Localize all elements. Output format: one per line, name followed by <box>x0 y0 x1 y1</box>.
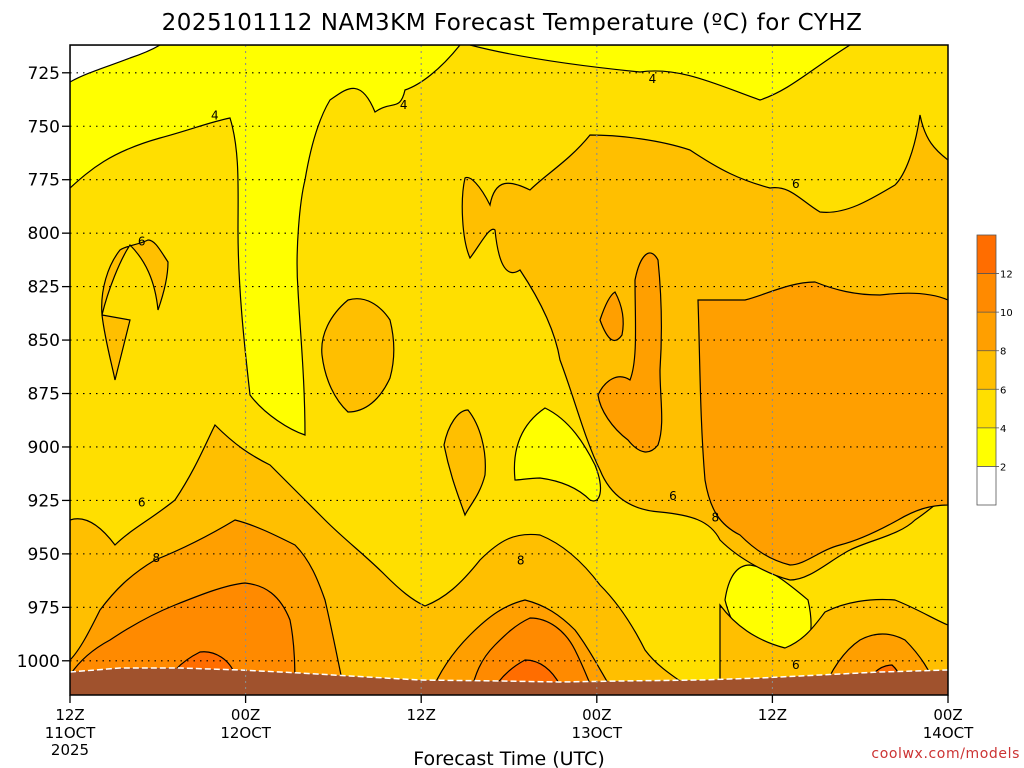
colorbar-swatch-1 <box>977 427 996 467</box>
x-tick-hour-5: 00Z <box>933 706 962 724</box>
band-10-12-center <box>469 617 596 695</box>
surface-ground <box>70 668 948 695</box>
contour-label-5: 6 <box>138 496 146 510</box>
y-tick-label-900: 900 <box>28 438 60 458</box>
y-tick-label-725: 725 <box>28 64 60 84</box>
plot-area: 4 4 4 6 6 6 6 6 8 8 8 <box>70 45 948 695</box>
colorbar-swatch-3 <box>977 350 996 390</box>
colorbar-swatch-4 <box>977 312 996 351</box>
contour-label-6: 6 <box>669 489 677 503</box>
band-10-12-left <box>70 582 296 695</box>
chart-title: 2025101112 NAM3KM Forecast Temperature (… <box>162 10 863 36</box>
y-tick-label-875: 875 <box>28 385 60 405</box>
contour-label-2: 4 <box>649 72 657 86</box>
x-tick-year-0: 2025 <box>51 741 89 759</box>
band-2-4-mid <box>513 407 602 502</box>
colorbar-swatch-5 <box>977 273 996 313</box>
contour-label-8: 8 <box>153 551 161 565</box>
y-tick-label-850: 850 <box>28 331 60 351</box>
contour-label-1: 4 <box>400 98 408 112</box>
x-axis-label: Forecast Time (UTC) <box>413 748 604 768</box>
source-credit[interactable]: coolwx.com/models <box>871 746 1020 762</box>
x-tick-hour-2: 12Z <box>407 706 436 724</box>
y-tick-label-925: 925 <box>28 491 60 511</box>
contour-label-0: 4 <box>211 109 219 123</box>
colorbar-swatch-2 <box>977 389 996 428</box>
band-6-8-center <box>321 298 395 413</box>
y-tick-label-950: 950 <box>28 545 60 565</box>
vertical-gridlines <box>245 45 773 695</box>
x-tick-hour-4: 12Z <box>758 706 787 724</box>
plot-frame <box>69 44 949 696</box>
colorbar-label-12: 12 <box>1000 270 1013 281</box>
band-0-2-corner <box>70 45 162 83</box>
band-8-10-center-blob <box>597 252 663 453</box>
band-8-10-right <box>697 281 948 566</box>
x-tick-date-5: 14OCT <box>923 724 974 742</box>
contour-label-7: 6 <box>792 658 800 672</box>
x-tick-hour-0: 12Z <box>55 706 84 724</box>
contour-label-4: 6 <box>792 177 800 191</box>
y-tick-label-775: 775 <box>28 171 60 191</box>
x-tick-hour-1: 00Z <box>231 706 260 724</box>
y-tick-label-1000: 1000 <box>17 652 60 672</box>
contour-label-3: 6 <box>138 235 146 249</box>
contour-label-9: 8 <box>517 553 525 567</box>
x-tick-hour-3: 00Z <box>582 706 611 724</box>
colorbar-label-10: 10 <box>1000 308 1013 319</box>
colorbar-swatch-0 <box>977 466 996 505</box>
colorbar-swatch-6 <box>977 235 996 274</box>
colorbar-frame <box>976 234 997 506</box>
contour-labels: 4 4 4 6 6 6 6 6 8 8 8 <box>138 72 800 672</box>
band-8-10-small-blob <box>599 291 624 342</box>
band-6-8-mid <box>443 409 486 517</box>
y-tick-label-825: 825 <box>28 278 60 298</box>
colorbar-label-4: 4 <box>1000 424 1006 435</box>
band-2-4-top-right <box>469 45 852 101</box>
y-tick-label-975: 975 <box>28 598 60 618</box>
band-2-4-top <box>70 45 461 436</box>
x-tick-date-1: 12OCT <box>220 724 271 742</box>
surface-edge <box>70 667 948 683</box>
colorbar: 2 4 6 8 10 12 <box>976 234 1013 506</box>
band-6-8-left-blob <box>101 239 169 381</box>
y-tick-label-800: 800 <box>28 224 60 244</box>
colorbar-label-8: 8 <box>1000 347 1006 358</box>
contour-label-10: 8 <box>712 511 720 525</box>
y-axis: 725 750 775 800 825 850 875 900 925 950 975 1000 <box>17 64 70 672</box>
colorbar-label-2: 2 <box>1000 462 1006 473</box>
colorbar-label-6: 6 <box>1000 385 1006 396</box>
x-tick-date-0: 11OCT <box>45 724 96 742</box>
y-tick-label-750: 750 <box>28 117 60 137</box>
x-tick-date-3: 13OCT <box>572 724 623 742</box>
